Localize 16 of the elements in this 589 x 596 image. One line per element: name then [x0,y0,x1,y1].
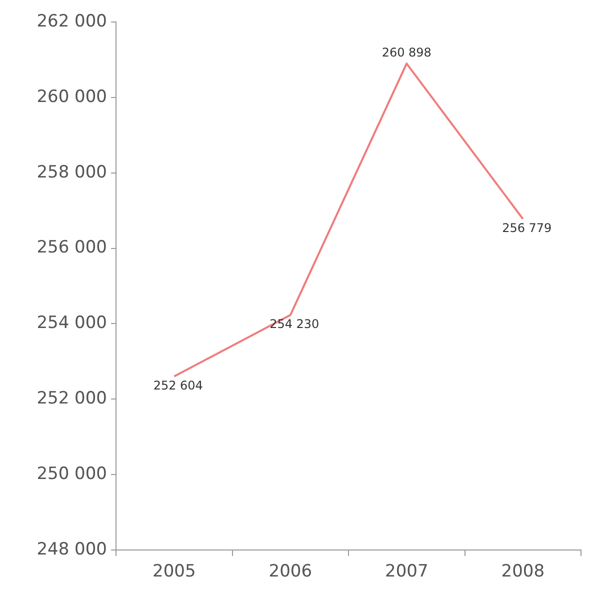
y-tick-label: 258 000 [36,162,107,182]
data-label: 254 230 [270,317,320,332]
x-tick-label: 2005 [152,562,196,582]
y-tick-label: 250 000 [36,464,107,484]
x-tick-label: 2008 [501,562,545,582]
x-tick-label: 2006 [268,562,312,582]
y-tick-label: 256 000 [36,238,107,258]
y-tick-label: 262 000 [36,11,107,32]
y-tick-label: 248 000 [36,539,107,560]
data-label: 252 604 [153,378,203,392]
y-tick-label: 252 000 [36,388,107,409]
x-tick-label: 2007 [384,562,428,582]
data-label: 260 898 [382,46,432,60]
data-label: 256 779 [502,221,552,236]
y-tick-label: 260 000 [36,86,107,107]
y-tick-label: 254 000 [36,313,107,334]
